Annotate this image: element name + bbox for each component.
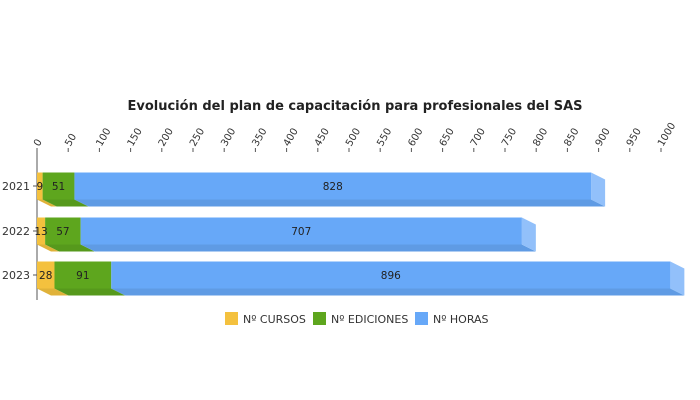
bar-depth-face — [42, 199, 89, 207]
x-tick-label: 0 — [32, 137, 45, 148]
data-label: 57 — [56, 226, 69, 238]
bar-depth-face — [80, 244, 536, 252]
category-label: 2023 — [2, 269, 30, 282]
bar-segment[interactable] — [74, 172, 592, 200]
bar-end-face — [521, 217, 536, 252]
legend-swatch — [225, 312, 238, 325]
legend[interactable]: Nº CURSOS Nº EDICIONES Nº HORAS — [225, 312, 489, 326]
data-label: 9 — [36, 181, 43, 193]
bar-end-face — [591, 172, 606, 207]
legend-label: Nº HORAS — [433, 313, 489, 326]
x-tick-label: 200 — [157, 126, 176, 148]
x-tick-label: 350 — [250, 126, 269, 148]
bar-depth-face — [37, 199, 57, 207]
x-tick-label: 900 — [594, 126, 613, 148]
bars — [37, 172, 685, 296]
bar-segment[interactable] — [45, 217, 81, 245]
bar-depth-face — [54, 288, 126, 296]
x-tick-label: 500 — [344, 126, 363, 148]
data-labels: 9 51 828 13 57 707 28 91 896 — [34, 181, 401, 282]
legend-item[interactable]: Nº EDICIONES — [313, 312, 408, 326]
bar-depth-face — [111, 288, 685, 296]
category-label: 2022 — [2, 225, 30, 238]
x-tick-label: 800 — [531, 126, 550, 148]
x-tick-label: 150 — [126, 126, 145, 148]
legend-label: Nº CURSOS — [243, 313, 306, 326]
x-tick-label: 250 — [188, 126, 207, 148]
bar-end-face — [670, 261, 685, 296]
legend-swatch — [313, 312, 326, 325]
x-tick-label: 550 — [375, 126, 394, 148]
data-label: 28 — [39, 270, 52, 282]
data-label: 13 — [34, 226, 47, 238]
bar-segment[interactable] — [37, 261, 55, 289]
data-label: 707 — [291, 226, 311, 238]
bar-depth-face — [37, 244, 60, 252]
x-tick-label: 50 — [63, 132, 79, 149]
data-label: 51 — [52, 181, 65, 193]
x-tick-label: 850 — [562, 126, 581, 148]
x-tick-label: 700 — [469, 126, 488, 148]
x-tick-label: 100 — [94, 126, 113, 148]
bar-segment[interactable] — [42, 172, 75, 200]
bar-segment[interactable] — [80, 217, 522, 245]
bar-depth-face — [45, 244, 95, 252]
x-tick-label: 450 — [313, 126, 332, 148]
x-tick-label: 400 — [282, 126, 301, 148]
bar-segment[interactable] — [37, 172, 43, 200]
x-tick-label: 600 — [406, 126, 425, 148]
x-tick-label: 1000 — [656, 121, 678, 149]
bar-segment[interactable] — [54, 261, 112, 289]
bar-depth-face — [37, 288, 69, 296]
x-tick-label: 750 — [500, 126, 519, 148]
data-label: 91 — [76, 270, 89, 282]
x-tick-label: 300 — [219, 126, 238, 148]
legend-swatch — [415, 312, 428, 325]
bar-segment[interactable] — [111, 261, 671, 289]
legend-label: Nº EDICIONES — [331, 313, 408, 326]
bar-depth-face — [74, 199, 606, 207]
x-tick-label: 950 — [625, 126, 644, 148]
data-label: 896 — [381, 270, 401, 282]
legend-item[interactable]: Nº HORAS — [415, 312, 489, 326]
legend-item[interactable]: Nº CURSOS — [225, 312, 306, 326]
bar-segment[interactable] — [37, 217, 46, 245]
data-label: 828 — [323, 181, 343, 193]
x-tick-label: 650 — [438, 126, 457, 148]
category-label: 2021 — [2, 180, 30, 193]
chart-title: Evolución del plan de capacitación para … — [127, 99, 582, 114]
